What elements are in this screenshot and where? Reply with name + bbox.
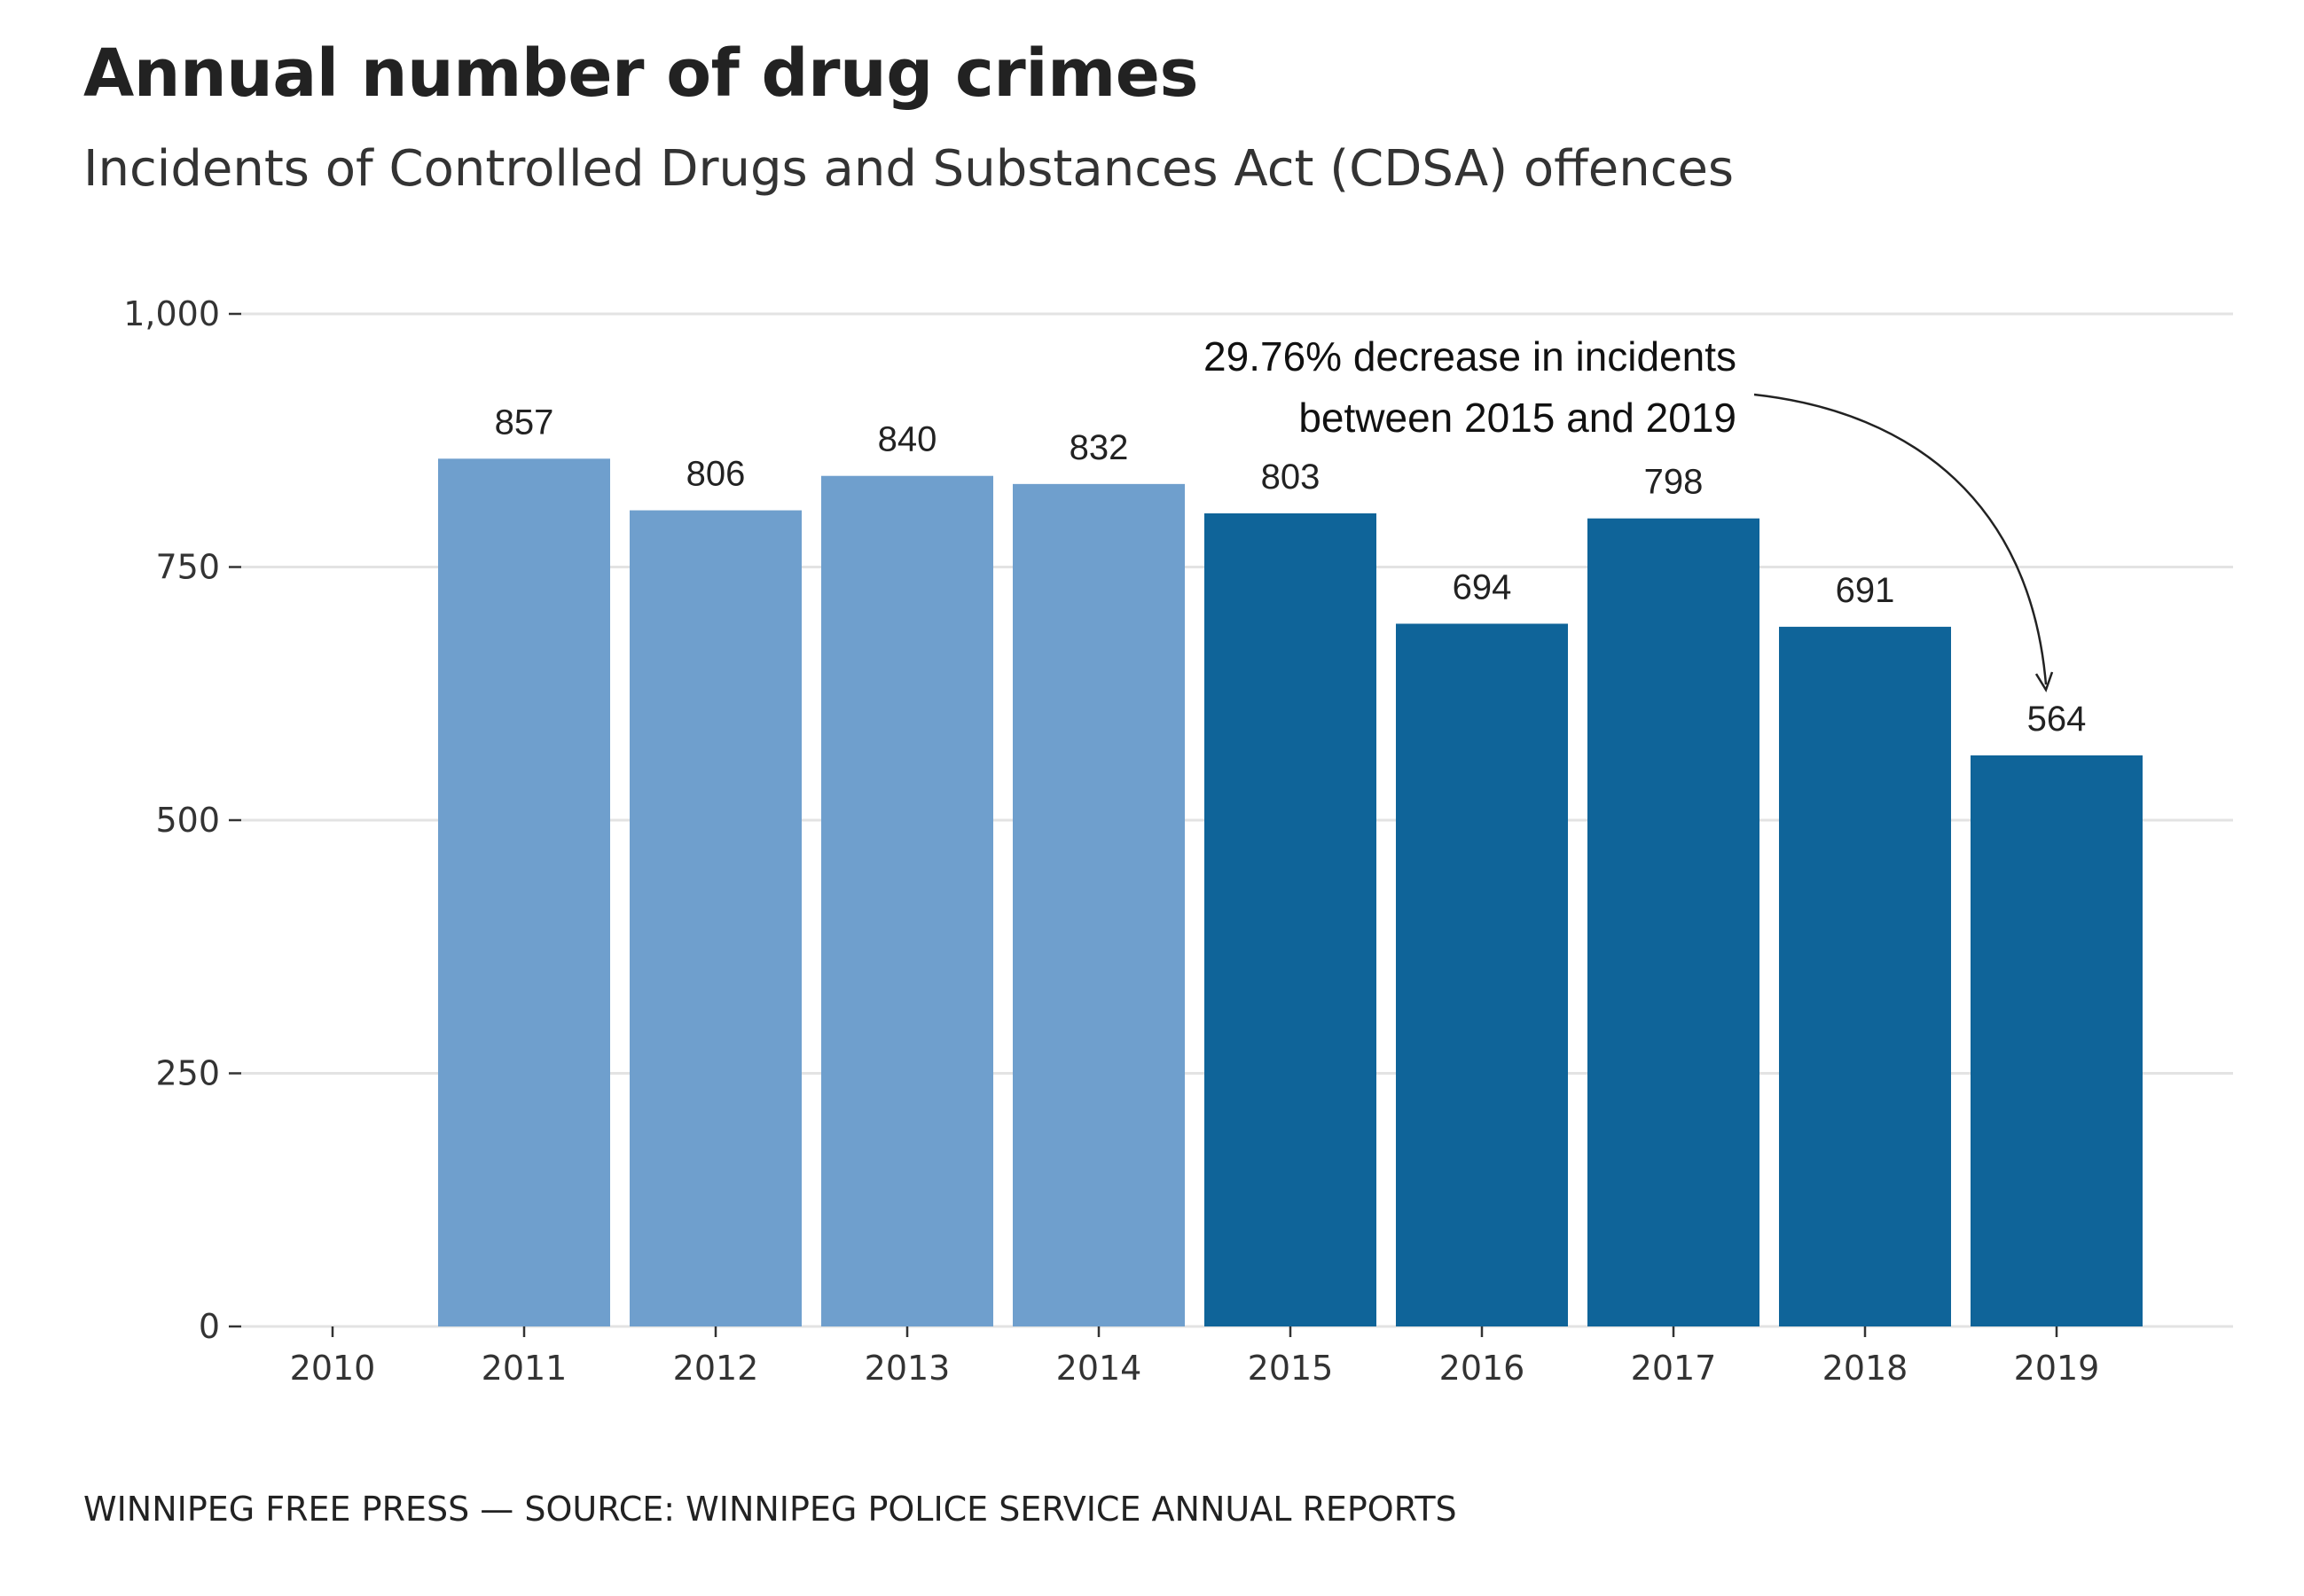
x-tick-label-2013: 2013 xyxy=(865,1349,951,1388)
x-tick-label-2014: 2014 xyxy=(1056,1349,1142,1388)
bar-value-label-2019: 564 xyxy=(2027,700,2087,739)
bar-value-label-2012: 806 xyxy=(686,455,746,494)
y-tick-label: 750 xyxy=(155,548,220,587)
bar-2012 xyxy=(630,510,802,1326)
x-tick-label-2016: 2016 xyxy=(1439,1349,1525,1388)
bar-value-label-2016: 694 xyxy=(1453,567,1512,606)
y-tick-label: 500 xyxy=(155,801,220,840)
bar-2016 xyxy=(1396,623,1568,1326)
bars xyxy=(438,458,2143,1326)
x-tick-label-2019: 2019 xyxy=(2014,1349,2100,1388)
chart-subtitle: Incidents of Controlled Drugs and Substa… xyxy=(83,140,1735,198)
annotation-line-1: 29.76% decrease in incidents xyxy=(1203,333,1736,379)
x-tick-label-2015: 2015 xyxy=(1248,1349,1334,1388)
y-tick-label: 1,000 xyxy=(123,294,220,333)
bar-value-label-2013: 840 xyxy=(878,420,937,459)
annotation: 29.76% decrease in incidents between 201… xyxy=(1203,333,2054,692)
bar-2018 xyxy=(1779,626,1951,1326)
y-axis: 0 250 500 750 1,000 xyxy=(123,294,241,1346)
x-tick-label-2017: 2017 xyxy=(1631,1349,1717,1388)
bar-value-label-2014: 832 xyxy=(1070,428,1129,467)
footer-source: WINNIPEG FREE PRESS — SOURCE: WINNIPEG P… xyxy=(83,1490,1457,1529)
x-tick-label-2010: 2010 xyxy=(290,1349,376,1388)
x-axis: 2010 2011 2012 2013 2014 2015 2016 2017 2018 2019 xyxy=(290,1326,2100,1388)
bar-value-label-2017: 798 xyxy=(1644,463,1704,502)
bar-2017 xyxy=(1587,518,1759,1326)
bar-value-label-2015: 803 xyxy=(1261,458,1320,497)
bar-value-labels: 857 806 840 832 803 694 798 691 564 xyxy=(495,403,2087,739)
bar-2015 xyxy=(1204,512,1376,1326)
chart-title: Annual number of drug crimes xyxy=(83,35,1199,112)
bar-value-label-2011: 857 xyxy=(495,403,554,442)
x-tick-label-2012: 2012 xyxy=(673,1349,759,1388)
x-tick-label-2018: 2018 xyxy=(1822,1349,1908,1388)
annotation-line-2: between 2015 and 2019 xyxy=(1298,395,1736,441)
bar-value-label-2018: 691 xyxy=(1836,571,1895,610)
y-tick-label: 0 xyxy=(199,1307,220,1346)
bar-2014 xyxy=(1013,483,1185,1326)
y-tick-label: 250 xyxy=(155,1054,220,1093)
bar-2011 xyxy=(438,458,610,1326)
bar-2013 xyxy=(821,475,993,1326)
annotation-arrowhead xyxy=(2034,671,2054,692)
x-tick-label-2011: 2011 xyxy=(482,1349,568,1388)
bar-2019 xyxy=(1971,755,2143,1326)
annotation-arrow xyxy=(1753,393,2048,685)
